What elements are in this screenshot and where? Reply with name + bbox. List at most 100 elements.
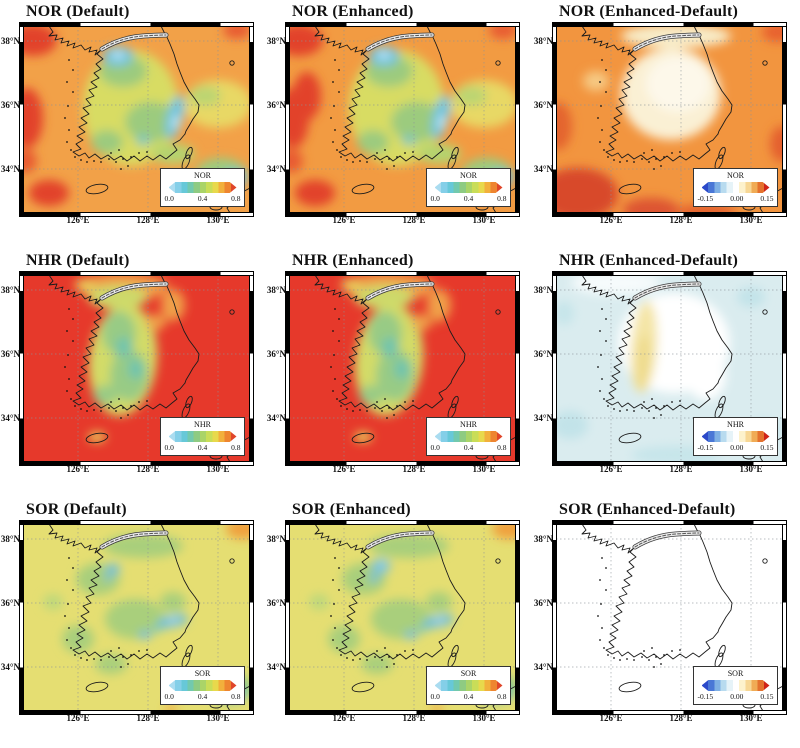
lon-tick-label: 126°E bbox=[599, 464, 623, 474]
panel-nhr-default: NHR (Default) 38°N 36°N 34°N bbox=[0, 249, 266, 498]
colorbar-tick: -0.15 bbox=[697, 194, 714, 203]
map-frame-bottom bbox=[19, 461, 254, 466]
panel-sor-diff: SOR (Enhanced-Default) 38°N 36°N 34°N SO… bbox=[533, 498, 800, 748]
colorbar-tick: 0.8 bbox=[497, 692, 507, 701]
map-sor-enhanced: SOR 0.0 0.4 0.8 bbox=[285, 520, 520, 715]
map-frame-left bbox=[285, 26, 290, 213]
lon-tick-label: 130°E bbox=[739, 713, 763, 723]
legend-label: NHR bbox=[727, 420, 744, 429]
lat-tick-label: 36°N bbox=[266, 598, 286, 608]
longitude-axis: 126°E 128°E 130°E bbox=[23, 213, 250, 227]
longitude-axis: 126°E 128°E 130°E bbox=[289, 213, 516, 227]
colorbar-legend: NOR 0.0 0.4 0.8 bbox=[426, 168, 511, 207]
longitude-axis: 126°E 128°E 130°E bbox=[23, 462, 250, 476]
map-frame-right bbox=[249, 26, 254, 213]
longitude-axis: 126°E 128°E 130°E bbox=[23, 711, 250, 725]
lon-tick-label: 126°E bbox=[332, 215, 356, 225]
colorbar-tick: 0.00 bbox=[730, 194, 744, 203]
panel-title: SOR (Default) bbox=[26, 501, 127, 518]
longitude-axis: 126°E 128°E 130°E bbox=[556, 711, 783, 725]
map-frame-right bbox=[515, 26, 520, 213]
map-frame-left bbox=[552, 26, 557, 213]
lat-tick-label: 34°N bbox=[0, 413, 20, 423]
colorbar-ticks: 0.0 0.4 0.8 bbox=[165, 693, 241, 701]
colorbar-ticks: -0.15 0.00 0.15 bbox=[698, 693, 774, 701]
colorbar-tick: 0.15 bbox=[760, 692, 774, 701]
latitude-axis: 38°N 36°N 34°N bbox=[266, 26, 289, 213]
panel-nor-default: NOR (Default) 38°N 36°N 34°N bbox=[0, 0, 266, 249]
panel-nor-enhanced: NOR (Enhanced) 38°N 36°N 34°N bbox=[266, 0, 533, 249]
lon-tick-label: 128°E bbox=[669, 215, 693, 225]
panel-title: NOR (Default) bbox=[26, 3, 130, 20]
colorbar-ticks: -0.15 0.00 0.15 bbox=[698, 195, 774, 203]
colorbar-tick: 0.4 bbox=[197, 692, 208, 701]
map-frame-bottom bbox=[285, 710, 520, 715]
map-nhr-diff: NHR -0.15 0.00 0.15 bbox=[552, 271, 787, 466]
colorbar-ticks: 0.0 0.4 0.8 bbox=[431, 693, 507, 701]
lon-tick-label: 128°E bbox=[669, 464, 693, 474]
map-frame-right bbox=[782, 275, 787, 462]
map-frame-right bbox=[515, 524, 520, 711]
colorbar-tick: 0.8 bbox=[231, 443, 241, 452]
colorbar-tick: 0.15 bbox=[760, 443, 774, 452]
colorbar-tick: 0.8 bbox=[497, 443, 507, 452]
lon-tick-label: 126°E bbox=[66, 713, 90, 723]
map-frame-top bbox=[285, 271, 520, 276]
colorbar-legend: NOR 0.0 0.4 0.8 bbox=[160, 168, 245, 207]
map-frame-bottom bbox=[552, 461, 787, 466]
longitude-axis: 126°E 128°E 130°E bbox=[556, 213, 783, 227]
colorbar-tick: 0.8 bbox=[497, 194, 507, 203]
lat-tick-label: 36°N bbox=[533, 100, 553, 110]
map-nhr-enhanced: NHR 0.0 0.4 0.8 bbox=[285, 271, 520, 466]
map-frame-top bbox=[285, 520, 520, 525]
latitude-axis: 38°N 36°N 34°N bbox=[266, 275, 289, 462]
lat-tick-label: 36°N bbox=[0, 598, 20, 608]
legend-label: SOR bbox=[727, 669, 744, 678]
lon-tick-label: 130°E bbox=[472, 464, 496, 474]
lon-tick-label: 130°E bbox=[472, 713, 496, 723]
colorbar-legend: SOR 0.0 0.4 0.8 bbox=[426, 666, 511, 705]
colorbar-legend: SOR -0.15 0.00 0.15 bbox=[693, 666, 778, 705]
colorbar-legend: NHR 0.0 0.4 0.8 bbox=[160, 417, 245, 456]
colorbar-legend: NHR 0.0 0.4 0.8 bbox=[426, 417, 511, 456]
lat-tick-label: 34°N bbox=[266, 413, 286, 423]
map-frame-left bbox=[19, 524, 24, 711]
lat-tick-label: 34°N bbox=[0, 662, 20, 672]
lon-tick-label: 128°E bbox=[136, 713, 160, 723]
map-frame-right bbox=[782, 524, 787, 711]
map-frame-bottom bbox=[285, 461, 520, 466]
panel-title: NHR (Enhanced) bbox=[292, 252, 414, 269]
colorbar-tick: 0.0 bbox=[164, 692, 174, 701]
map-frame-bottom bbox=[552, 212, 787, 217]
colorbar-tick: -0.15 bbox=[697, 692, 714, 701]
lat-tick-label: 34°N bbox=[266, 662, 286, 672]
colorbar-tick: 0.0 bbox=[430, 692, 440, 701]
colorbar bbox=[168, 431, 237, 442]
legend-label: SOR bbox=[194, 669, 211, 678]
lat-tick-label: 38°N bbox=[533, 36, 553, 46]
panel-nhr-enhanced: NHR (Enhanced) 38°N 36°N 34°N bbox=[266, 249, 533, 498]
panel-title: NOR (Enhanced) bbox=[292, 3, 414, 20]
panel-sor-enhanced: SOR (Enhanced) 38°N 36°N 34°N bbox=[266, 498, 533, 748]
longitude-axis: 126°E 128°E 130°E bbox=[556, 462, 783, 476]
contour-field-svg bbox=[23, 275, 250, 462]
lon-tick-label: 126°E bbox=[332, 464, 356, 474]
lon-tick-label: 130°E bbox=[739, 215, 763, 225]
colorbar-tick: 0.0 bbox=[430, 194, 440, 203]
contour-field-svg bbox=[289, 524, 516, 711]
lon-tick-label: 128°E bbox=[136, 215, 160, 225]
legend-label: NHR bbox=[194, 420, 211, 429]
map-frame-left bbox=[552, 524, 557, 711]
lon-tick-label: 130°E bbox=[206, 713, 230, 723]
contour-field-svg bbox=[556, 275, 783, 462]
lon-tick-label: 130°E bbox=[472, 215, 496, 225]
lat-tick-label: 36°N bbox=[533, 598, 553, 608]
map-frame-right bbox=[249, 524, 254, 711]
lon-tick-label: 128°E bbox=[136, 464, 160, 474]
map-frame-left bbox=[552, 275, 557, 462]
colorbar bbox=[701, 680, 770, 691]
lon-tick-label: 126°E bbox=[66, 215, 90, 225]
lat-tick-label: 38°N bbox=[533, 285, 553, 295]
colorbar-legend: SOR 0.0 0.4 0.8 bbox=[160, 666, 245, 705]
map-frame-left bbox=[19, 26, 24, 213]
